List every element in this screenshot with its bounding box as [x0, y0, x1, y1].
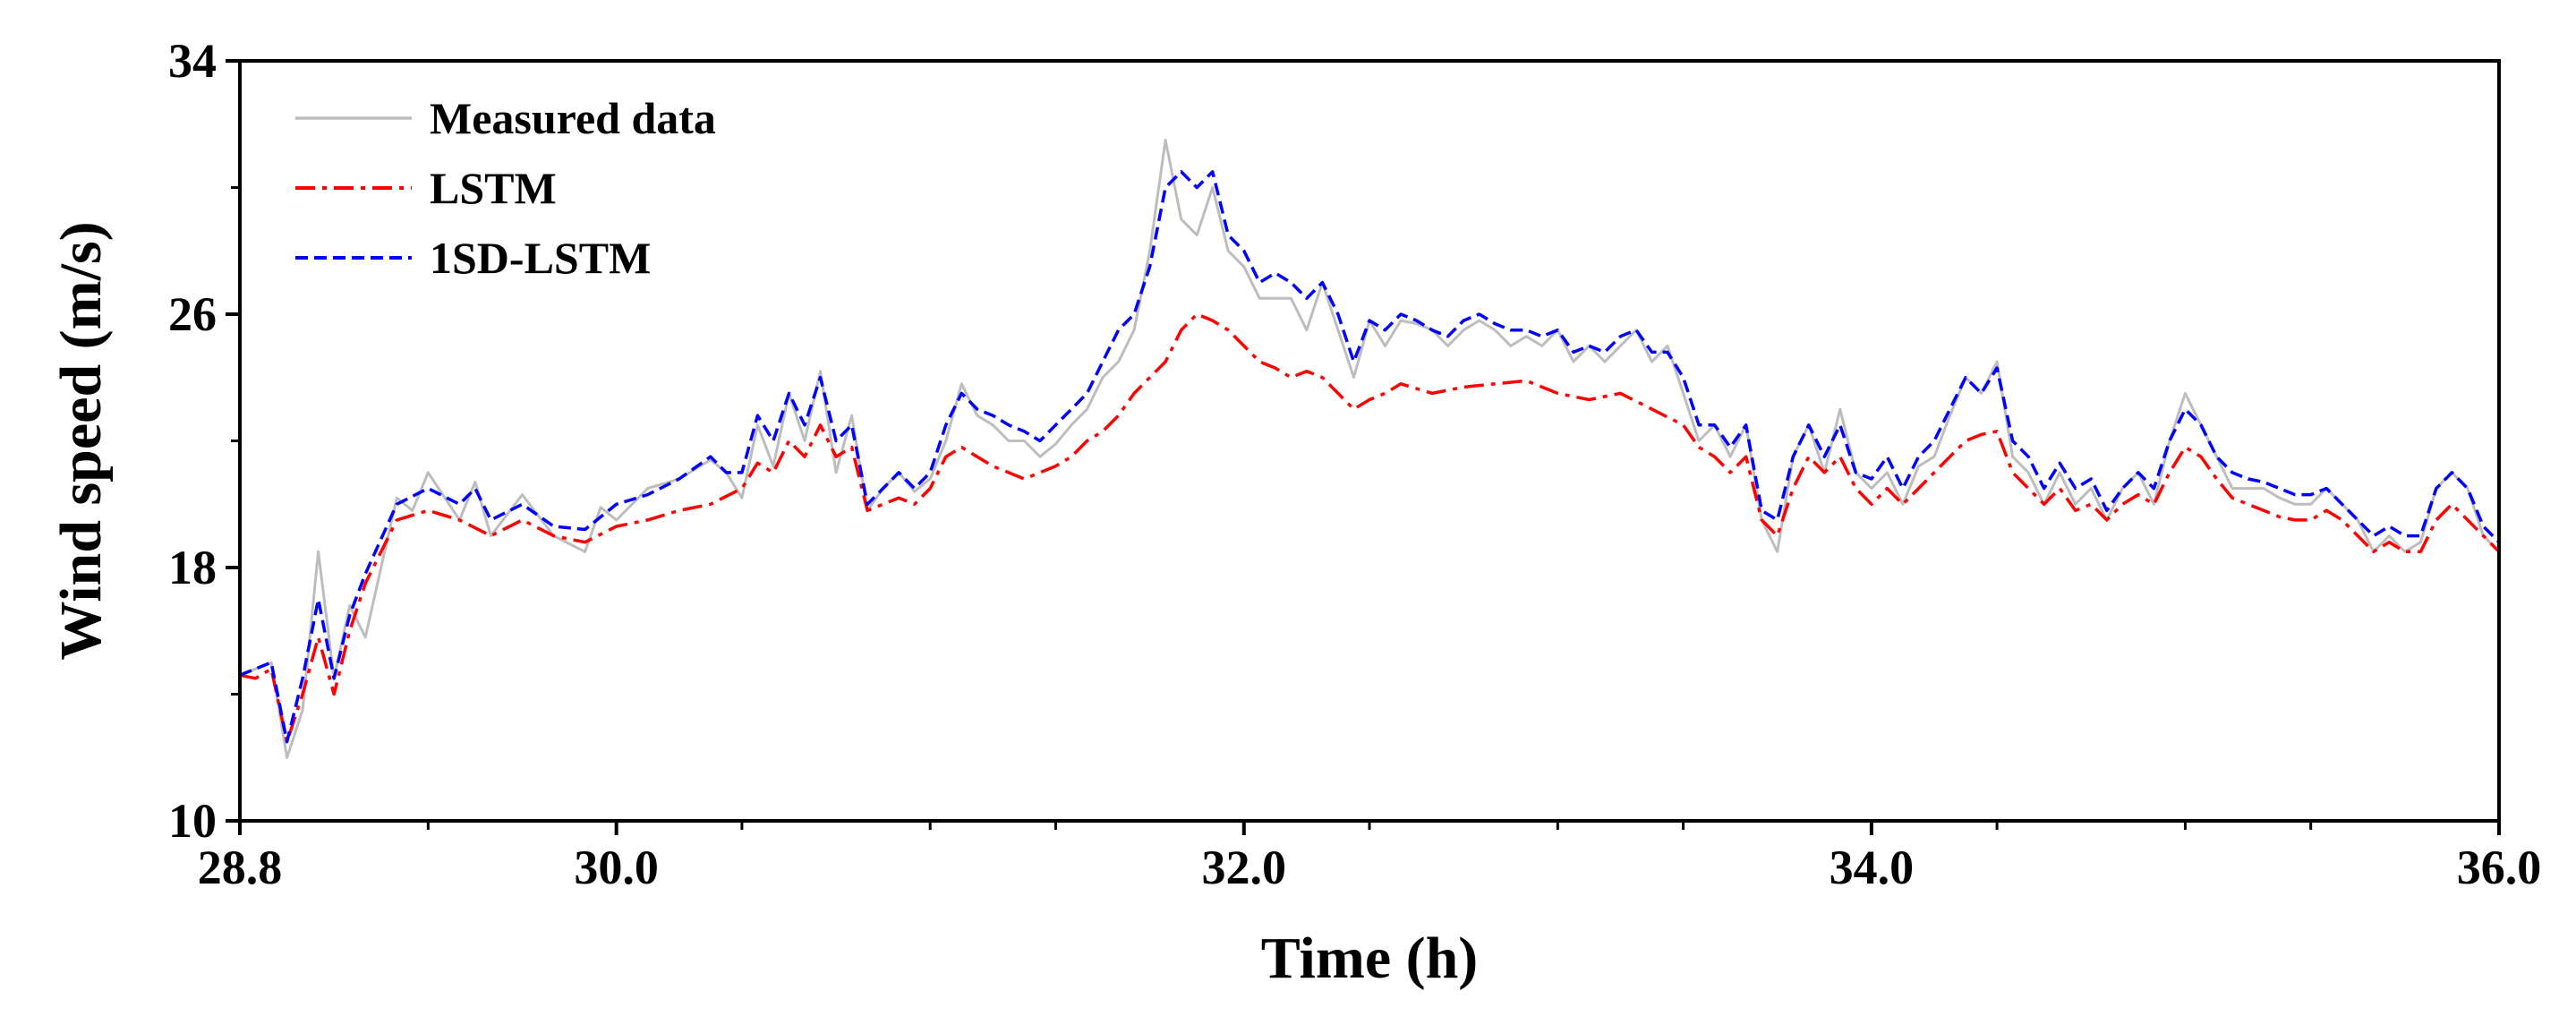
plot-frame	[238, 59, 2501, 823]
x-tick-label: 32.0	[1202, 841, 1287, 894]
legend: Measured data LSTM 1SD-LSTM	[295, 93, 716, 283]
y-axis-tick-labels: 10 18 26 34	[168, 34, 217, 848]
y-tick-label: 10	[168, 794, 217, 848]
legend-label: 1SD-LSTM	[430, 233, 651, 283]
y-tick-label: 26	[168, 287, 217, 341]
series-line-3	[239, 170, 2501, 744]
series-line-2	[239, 312, 2501, 744]
series-line-1	[239, 138, 2501, 759]
x-axis-title: Time (h)	[1261, 926, 1479, 991]
y-tick-label: 34	[168, 34, 217, 88]
y-tick-label: 18	[168, 541, 217, 594]
x-axis-ticks	[238, 821, 2501, 835]
legend-label: Measured data	[430, 93, 716, 143]
plot-lines	[239, 138, 2501, 759]
legend-label: LSTM	[430, 163, 557, 213]
y-axis-title: Wind speed (m/s)	[48, 221, 114, 660]
x-tick-label: 30.0	[574, 841, 659, 894]
x-axis-tick-labels: 28.8 30.0 32.0 34.0 36.0	[198, 841, 2542, 894]
y-axis-ticks	[226, 59, 240, 823]
x-tick-label: 28.8	[198, 841, 283, 894]
x-tick-label: 34.0	[1830, 841, 1915, 894]
x-tick-label: 36.0	[2457, 841, 2542, 894]
